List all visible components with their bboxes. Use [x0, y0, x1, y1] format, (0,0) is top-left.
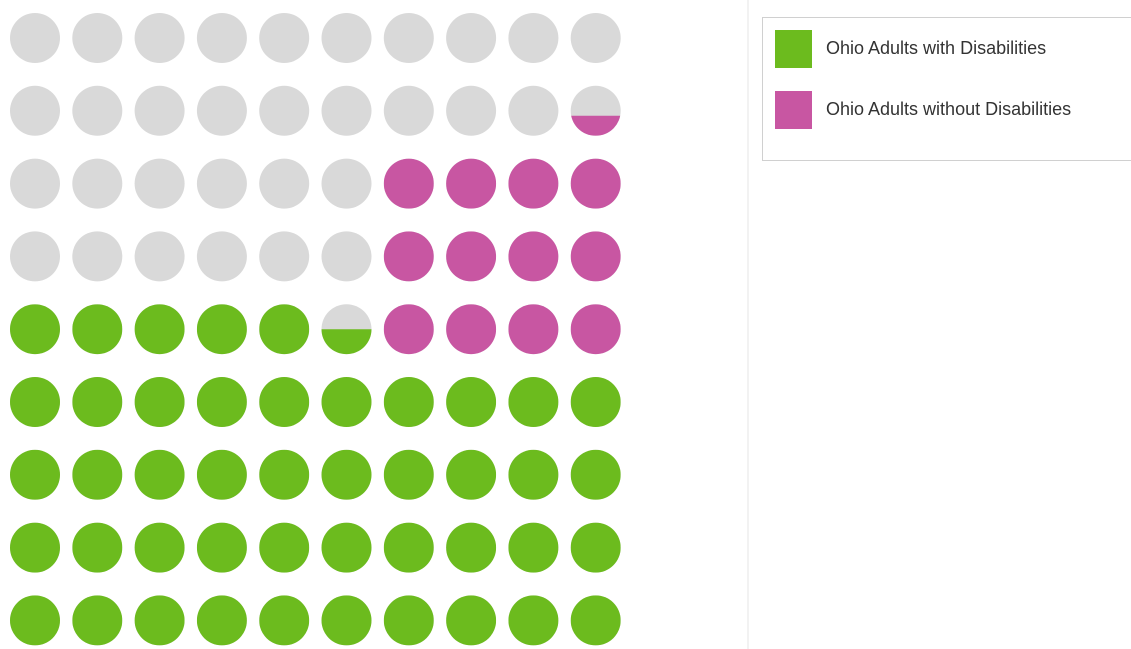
dot [259, 449, 310, 500]
dot [72, 377, 123, 427]
dot [508, 304, 559, 355]
empty-dot [10, 85, 60, 136]
dot [134, 304, 185, 355]
dot [10, 377, 60, 427]
dot [383, 522, 434, 573]
empty-dot [259, 85, 310, 136]
dot [259, 595, 310, 646]
empty-dot [72, 231, 123, 282]
dot [196, 522, 247, 573]
dot [446, 231, 497, 282]
dot [446, 304, 497, 355]
dot [570, 595, 621, 646]
empty-dot [10, 13, 60, 63]
dot [508, 595, 559, 646]
dot [72, 449, 123, 500]
dot [134, 377, 185, 427]
empty-dot [508, 13, 559, 63]
dot [321, 377, 372, 427]
empty-dot [196, 13, 247, 63]
empty-dot [196, 85, 247, 136]
empty-dot [259, 158, 310, 209]
empty-dot [508, 85, 559, 136]
dot [446, 449, 497, 500]
dot [259, 377, 310, 427]
dot [383, 231, 434, 282]
dot [508, 158, 559, 209]
legend-label: Ohio Adults with Disabilities [826, 38, 1046, 58]
dot [508, 449, 559, 500]
dot [570, 377, 621, 427]
empty-dot [72, 158, 123, 209]
empty-dot [446, 13, 497, 63]
legend-swatch [775, 91, 812, 129]
empty-dot [72, 13, 123, 63]
empty-dot [321, 13, 372, 63]
empty-dot [72, 85, 123, 136]
empty-dot [383, 85, 434, 136]
dot [508, 522, 559, 573]
legend-box [762, 17, 1131, 161]
empty-dot [383, 13, 434, 63]
legend-label: Ohio Adults without Disabilities [826, 99, 1071, 119]
empty-dot [259, 231, 310, 282]
dot [321, 449, 372, 500]
dot [570, 522, 621, 573]
dot [570, 231, 621, 282]
empty-dot [10, 231, 60, 282]
dot [10, 522, 60, 573]
dot [571, 115, 621, 136]
dot [446, 595, 497, 646]
dot [134, 449, 185, 500]
dot [196, 449, 247, 500]
dot [134, 522, 185, 573]
dot [383, 304, 434, 355]
dot [196, 377, 247, 427]
dot [383, 158, 434, 209]
dot [72, 595, 123, 646]
dot [10, 304, 60, 355]
dot [196, 595, 247, 646]
dot [383, 595, 434, 646]
dot [446, 158, 497, 209]
dot [72, 522, 123, 573]
dot [259, 522, 310, 573]
dot [570, 449, 621, 500]
dot [446, 377, 497, 427]
empty-dot [259, 13, 310, 63]
empty-dot [134, 231, 185, 282]
dot [383, 449, 434, 500]
empty-dot [446, 85, 497, 136]
dot [321, 329, 372, 355]
dot [72, 304, 123, 355]
dot [10, 595, 60, 646]
empty-dot [196, 231, 247, 282]
dot [321, 522, 372, 573]
empty-dot [10, 158, 60, 209]
dot [446, 522, 497, 573]
dot [508, 377, 559, 427]
empty-dot [570, 13, 621, 63]
empty-dot [134, 158, 185, 209]
legend-swatch [775, 30, 812, 68]
dot [196, 304, 247, 355]
dot [570, 158, 621, 209]
dot [321, 595, 372, 646]
empty-dot [134, 13, 185, 63]
dot [259, 304, 310, 355]
dot [383, 377, 434, 427]
empty-dot [321, 158, 372, 209]
dot [134, 595, 185, 646]
dot [10, 449, 60, 500]
empty-dot [196, 158, 247, 209]
empty-dot [321, 231, 372, 282]
dot [508, 231, 559, 282]
empty-dot [134, 85, 185, 136]
dot [570, 304, 621, 355]
empty-dot [321, 85, 372, 136]
